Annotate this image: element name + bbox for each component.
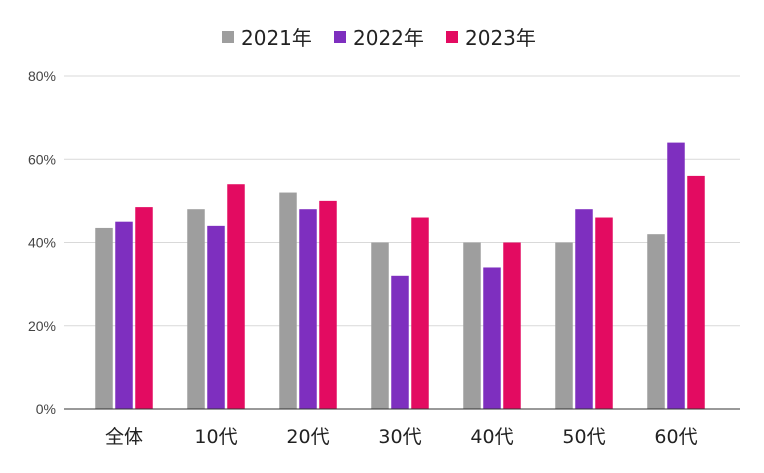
x-category-label: 30代: [378, 426, 421, 448]
x-category-label: 50代: [562, 426, 605, 448]
bar: [411, 217, 429, 409]
bar: [575, 209, 593, 409]
legend-label: 2021年: [241, 26, 312, 50]
bar: [135, 207, 153, 409]
bar: [483, 267, 501, 409]
bar: [319, 200, 337, 409]
y-tick-label: 40%: [28, 235, 56, 251]
x-axis-categories: 全体 10代 20代 30代 40代 50代 60代: [105, 426, 698, 448]
x-category-label: 60代: [654, 426, 697, 448]
bar: [555, 242, 573, 409]
bar: [667, 142, 685, 409]
y-axis-ticks: 0% 20% 40% 60% 80%: [28, 68, 56, 417]
bar: [95, 227, 113, 409]
bar: [391, 275, 409, 409]
y-tick-label: 60%: [28, 151, 56, 167]
bars: [95, 142, 705, 409]
bar: [463, 242, 481, 409]
bar: [595, 217, 613, 409]
y-tick-label: 20%: [28, 318, 56, 334]
x-category-label: 40代: [470, 426, 513, 448]
bar: [299, 209, 317, 409]
bar: [371, 242, 389, 409]
legend: 2021年 2022年 2023年: [222, 26, 536, 50]
x-category-label: 全体: [105, 426, 143, 448]
legend-swatch: [446, 31, 458, 43]
bar: [227, 184, 245, 409]
y-tick-label: 0%: [36, 401, 56, 417]
bar: [687, 175, 705, 409]
bar: [503, 242, 521, 409]
bar: [115, 221, 133, 409]
bar: [187, 209, 205, 409]
x-category-label: 10代: [194, 426, 237, 448]
legend-label: 2023年: [465, 26, 536, 50]
bar: [647, 234, 665, 409]
legend-label: 2022年: [353, 26, 424, 50]
x-category-label: 20代: [286, 426, 329, 448]
y-tick-label: 80%: [28, 68, 56, 84]
bar: [279, 192, 297, 409]
legend-swatch: [334, 31, 346, 43]
bar: [207, 225, 225, 409]
legend-swatch: [222, 31, 234, 43]
